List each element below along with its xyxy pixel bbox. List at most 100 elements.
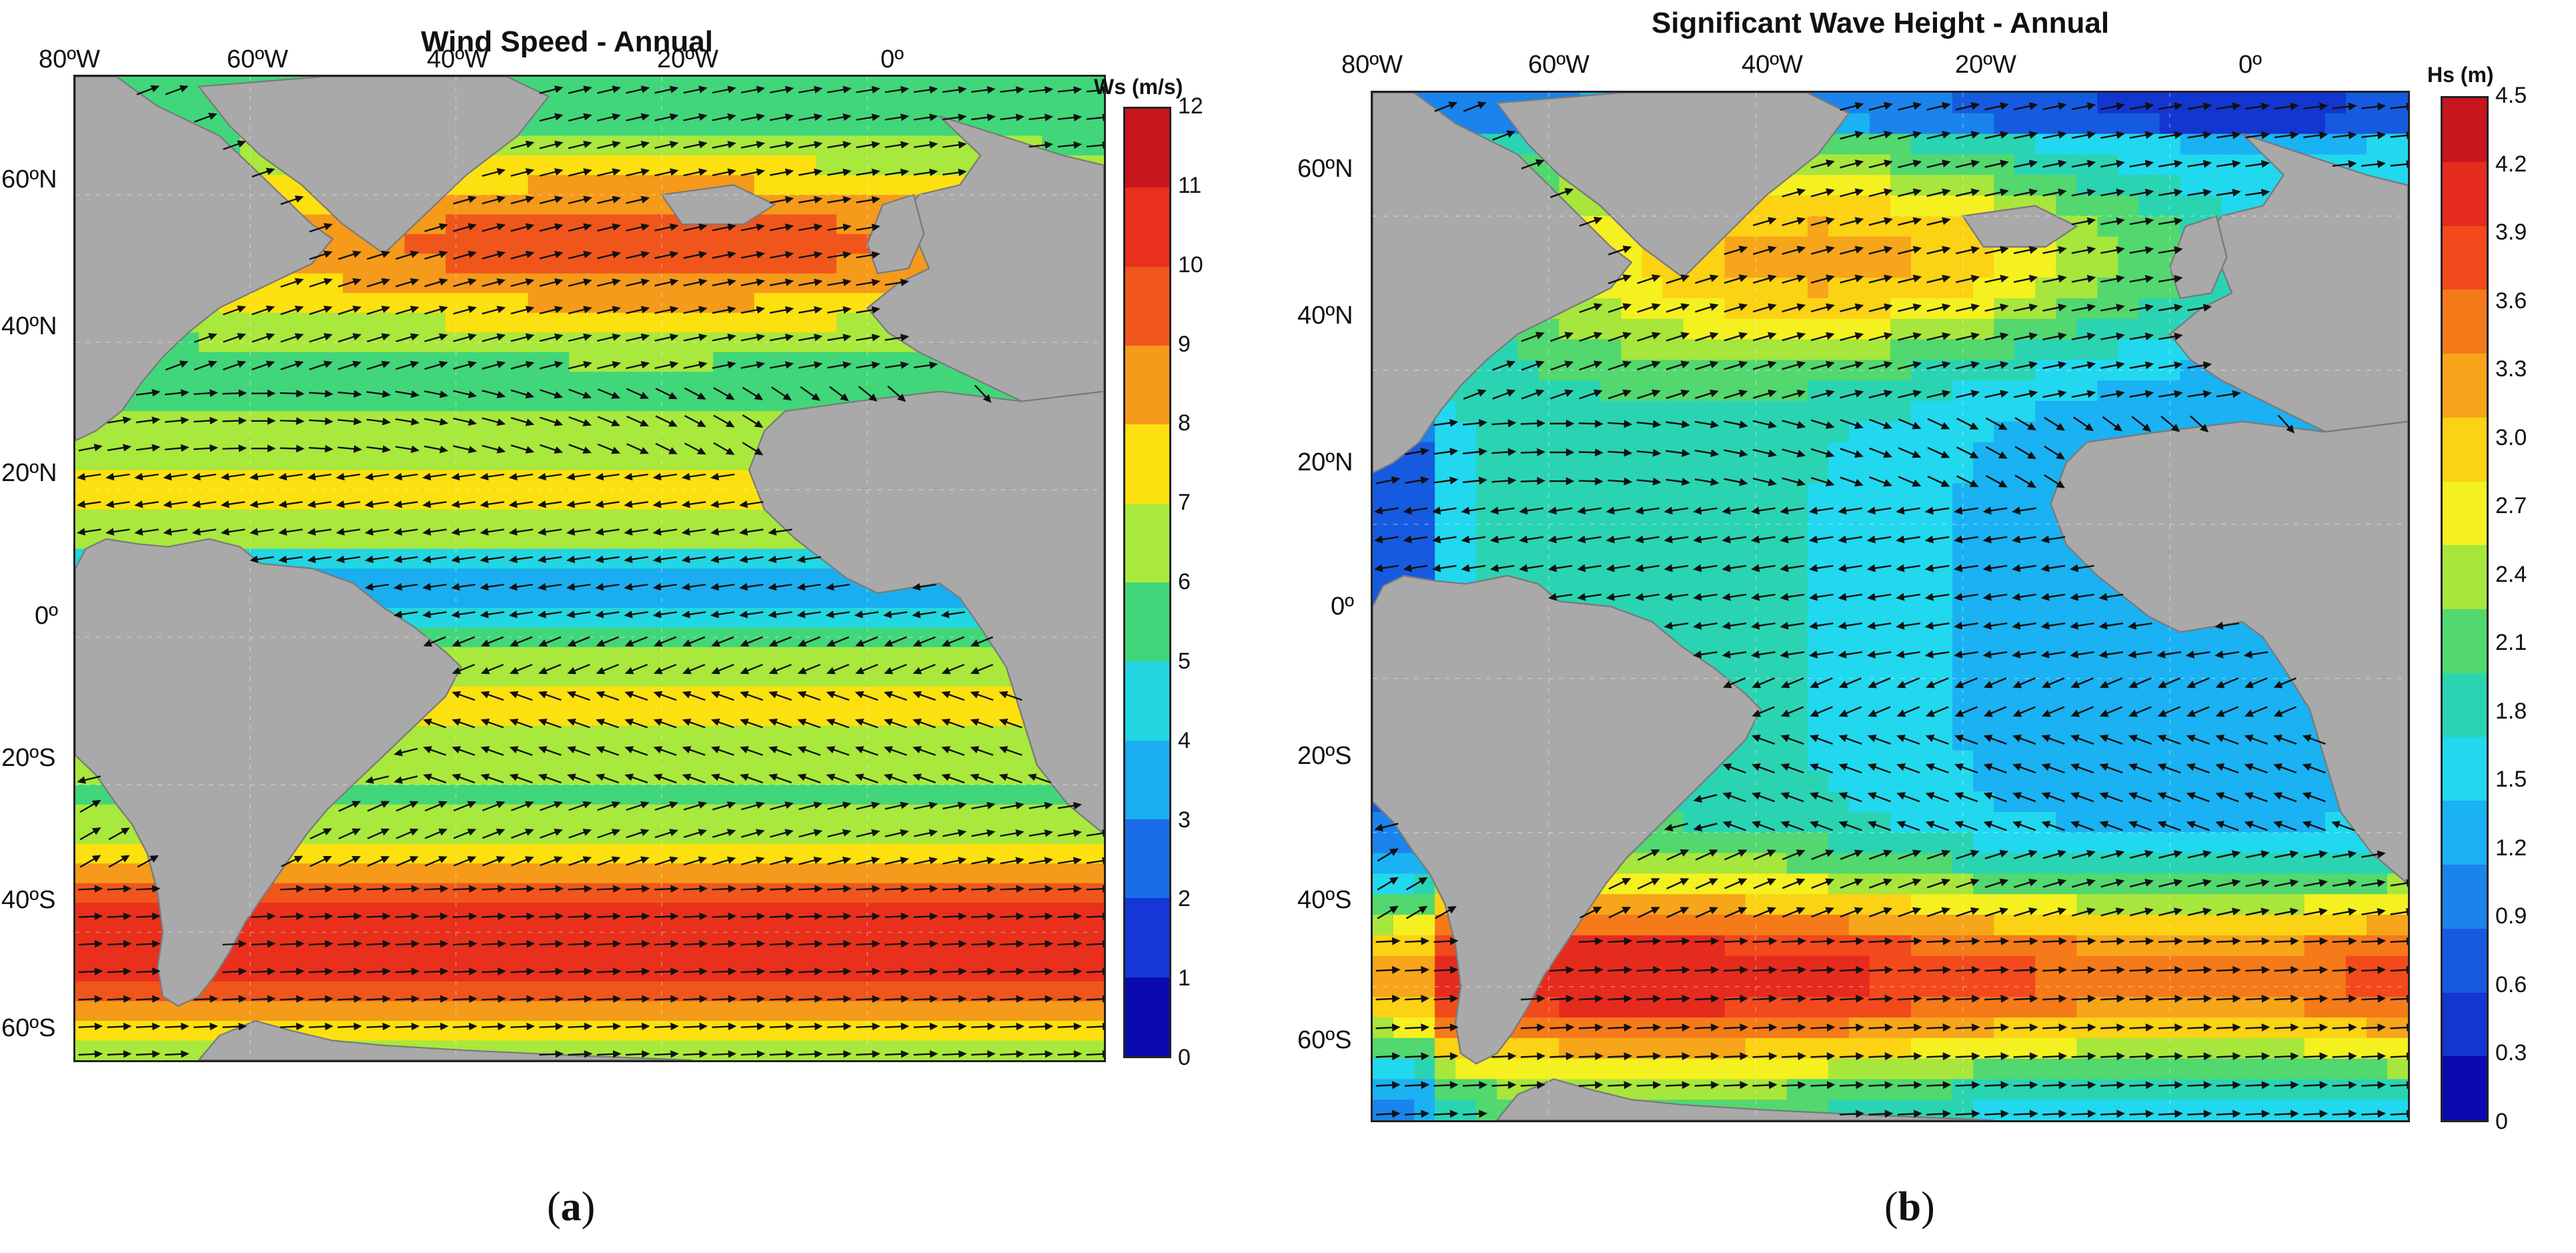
colorbar-tick-label: 0.6 <box>2495 971 2527 997</box>
y-tick-label: 40ºN <box>1297 302 1353 330</box>
x-tick-label: 0º <box>880 45 904 73</box>
colorbar-title: Ws (m/s) <box>1094 75 1183 99</box>
y-tick-label: 60ºS <box>1 1014 56 1042</box>
y-tick-label: 60ºN <box>1 165 57 193</box>
map-title: Wind Speed - Annual <box>421 25 713 58</box>
land-antarctica <box>197 1019 693 1060</box>
colorbar-segment <box>1125 898 1169 978</box>
land-iceland <box>660 183 776 226</box>
colorbar-segment <box>1125 977 1169 1056</box>
colorbar-tick-label: 2.7 <box>2495 493 2527 519</box>
colorbar-segment <box>2443 481 2487 546</box>
colorbar-title: Hs (m) <box>2427 63 2494 87</box>
wave-height-colorbar <box>2441 96 2489 1122</box>
colorbar-tick-label: 12 <box>1178 93 1203 119</box>
land-south-america <box>1373 574 1762 1065</box>
y-tick-label: 0º <box>35 602 59 630</box>
colorbar-segment <box>1125 346 1169 426</box>
y-tick-label: 40ºS <box>1297 886 1352 914</box>
y-tick-label: 60ºN <box>1297 155 1353 183</box>
colorbar-tick-label: 4 <box>1178 727 1191 753</box>
colorbar-tick-label: 1.2 <box>2495 835 2527 861</box>
wind-speed-panel: Wind Speed - Annual 80ºW 60ºW 40ºW 20ºW … <box>1 25 1203 1230</box>
wind-speed-colorbar <box>1123 107 1171 1058</box>
colorbar-tick-label: 7 <box>1178 490 1191 516</box>
colorbar-tick-label: 1 <box>1178 965 1191 991</box>
wave-height-panel: Significant Wave Height - Annual 80ºW 60… <box>1288 0 2576 1253</box>
y-tick-label: 60ºS <box>1297 1026 1352 1054</box>
land-north-america <box>75 77 334 442</box>
colorbar-tick-label: 2.1 <box>2495 630 2527 656</box>
gridlines <box>75 77 1104 1060</box>
y-tick-label: 40ºN <box>1 312 57 340</box>
colorbar-tick-label: 4.5 <box>2495 83 2527 108</box>
colorbar-tick-label: 0.3 <box>2495 1040 2527 1066</box>
land-greenland <box>197 77 550 255</box>
land-antarctica <box>1495 1078 1994 1120</box>
colorbar-segment <box>1125 740 1169 820</box>
land-europe <box>2168 133 2408 433</box>
y-tick-label: 20ºS <box>1297 742 1352 770</box>
map-canvas <box>75 77 1104 1060</box>
colorbar-segment <box>2443 161 2487 227</box>
land-masses <box>1373 93 2408 1120</box>
colorbar-segment <box>1125 424 1169 504</box>
panel-label: (a) <box>547 1184 596 1230</box>
vector-arrows <box>1374 101 2408 1118</box>
colorbar-tick-label: 3.0 <box>2495 424 2527 450</box>
colorbar-segment <box>2443 673 2487 738</box>
colorbar-tick-label: 10 <box>1178 252 1203 278</box>
colorbar-segment <box>1125 819 1169 899</box>
wind-speed-map <box>73 75 1106 1062</box>
colorbar-tick-label: 5 <box>1178 648 1191 674</box>
colorbar-segment <box>1125 582 1169 663</box>
panel-label: (b) <box>1884 1184 1935 1230</box>
colorbar-segment <box>2443 865 2487 929</box>
map-title: Significant Wave Height - Annual <box>1651 7 2110 39</box>
x-tick-label: 40ºW <box>427 45 489 73</box>
colorbar-tick-label: 8 <box>1178 410 1191 436</box>
wave-height-map <box>1371 91 2410 1122</box>
x-tick-label: 80ºW <box>39 45 101 73</box>
colorbar-tick-label: 3.3 <box>2495 356 2527 382</box>
x-tick-label: 0º <box>2238 51 2263 79</box>
colorbar-tick-label: 0.9 <box>2495 903 2527 929</box>
land-uk <box>866 193 925 275</box>
colorbar-segment <box>1125 661 1169 741</box>
colorbar-segment <box>1125 109 1169 189</box>
y-tick-label: 0º <box>1331 592 1355 620</box>
land-masses <box>75 77 1104 1060</box>
x-tick-label: 20ºW <box>657 45 719 73</box>
colorbar-tick-label: 1.5 <box>2495 767 2527 793</box>
colorbar-segment <box>2443 98 2487 163</box>
colorbar-segment <box>2443 737 2487 802</box>
colorbar-tick-label: 11 <box>1178 172 1202 198</box>
x-tick-label: 60ºW <box>227 45 289 73</box>
colorbar-tick-label: 6 <box>1178 569 1191 594</box>
colorbar-segment <box>2443 992 2487 1058</box>
colorbar-tick-label: 2 <box>1178 886 1191 912</box>
land-europe <box>866 115 1104 402</box>
x-tick-label: 60ºW <box>1528 51 1590 79</box>
y-tick-label: 20ºN <box>1 459 57 487</box>
colorbar-segment <box>2443 609 2487 674</box>
land-greenland <box>1495 93 1850 279</box>
land-south-america <box>75 538 462 1007</box>
x-tick-label: 20ºW <box>1955 51 2017 79</box>
colorbar-segment <box>1125 503 1169 583</box>
colorbar-tick-label: 3.6 <box>2495 288 2527 314</box>
colorbar-segment <box>2443 226 2487 291</box>
land-iceland <box>1961 205 2078 248</box>
land-uk <box>2168 215 2228 300</box>
vector-arrows <box>77 85 1104 1058</box>
colorbar-segment <box>1125 187 1169 268</box>
x-tick-label: 80ºW <box>1341 51 1403 79</box>
gridlines <box>1373 93 2408 1120</box>
colorbar-tick-label: 0 <box>1178 1045 1191 1070</box>
colorbar-segment <box>2443 1056 2487 1120</box>
colorbar-segment <box>2443 545 2487 610</box>
x-tick-label: 40ºW <box>1742 51 1804 79</box>
colorbar-tick-label: 1.8 <box>2495 698 2527 724</box>
y-tick-label: 40ºS <box>1 886 56 914</box>
colorbar-tick-label: 9 <box>1178 331 1191 357</box>
